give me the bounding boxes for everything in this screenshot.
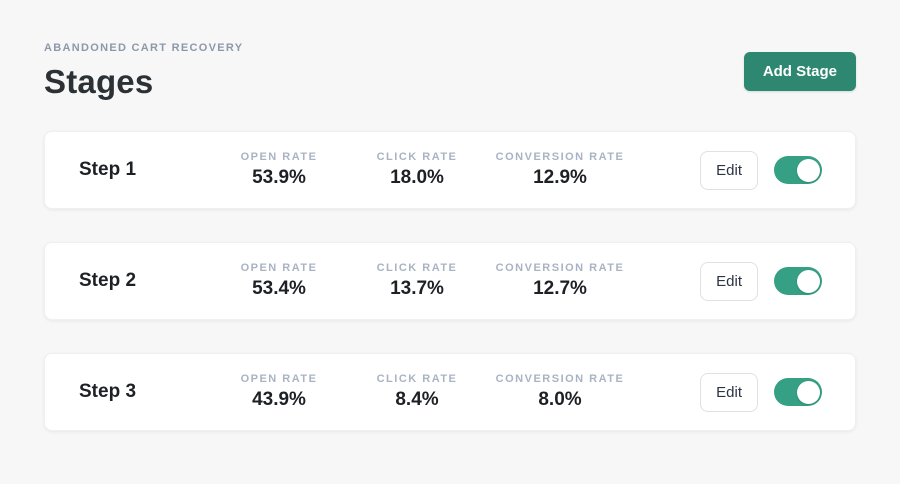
open-rate-label: OPEN RATE xyxy=(240,262,318,274)
open-rate-value: 53.4% xyxy=(252,278,306,299)
toggle-knob xyxy=(796,269,820,293)
click-rate-stat: CLICK RATE 18.0% xyxy=(349,151,485,189)
conversion-rate-label: CONVERSION RATE xyxy=(495,373,625,385)
stage-card-step-1: Step 1 OPEN RATE 53.9% CLICK RATE 18.0% … xyxy=(44,131,856,209)
stage-toggle[interactable] xyxy=(774,156,822,184)
conversion-rate-label: CONVERSION RATE xyxy=(495,151,625,163)
open-rate-label: OPEN RATE xyxy=(240,373,318,385)
conversion-rate-stat: CONVERSION RATE 12.7% xyxy=(485,262,635,300)
click-rate-value: 18.0% xyxy=(390,167,444,188)
stage-toggle[interactable] xyxy=(774,378,822,406)
click-rate-value: 13.7% xyxy=(390,278,444,299)
stage-name: Step 1 xyxy=(79,159,137,180)
edit-button[interactable]: Edit xyxy=(700,261,758,301)
edit-button[interactable]: Edit xyxy=(700,372,758,412)
click-rate-label: CLICK RATE xyxy=(376,373,458,385)
stage-name: Step 3 xyxy=(79,381,137,402)
page-header: ABANDONED CART RECOVERY Stages Add Stage xyxy=(0,0,900,101)
header-titles: ABANDONED CART RECOVERY Stages xyxy=(44,42,243,101)
conversion-rate-stat: CONVERSION RATE 8.0% xyxy=(485,373,635,411)
open-rate-value: 53.9% xyxy=(252,167,306,188)
open-rate-stat: OPEN RATE 53.9% xyxy=(209,151,349,189)
stage-card-step-3: Step 3 OPEN RATE 43.9% CLICK RATE 8.4% C… xyxy=(44,353,856,431)
click-rate-stat: CLICK RATE 13.7% xyxy=(349,262,485,300)
stage-card-step-2: Step 2 OPEN RATE 53.4% CLICK RATE 13.7% … xyxy=(44,242,856,320)
click-rate-label: CLICK RATE xyxy=(376,262,458,274)
edit-button[interactable]: Edit xyxy=(700,150,758,190)
page-title: Stages xyxy=(44,63,154,100)
open-rate-value: 43.9% xyxy=(252,389,306,410)
click-rate-label: CLICK RATE xyxy=(376,151,458,163)
click-rate-value: 8.4% xyxy=(395,389,439,410)
conversion-rate-value: 12.9% xyxy=(533,167,587,188)
stage-name: Step 2 xyxy=(79,270,137,291)
conversion-rate-value: 8.0% xyxy=(538,389,582,410)
open-rate-stat: OPEN RATE 43.9% xyxy=(209,373,349,411)
toggle-knob xyxy=(796,158,820,182)
conversion-rate-value: 12.7% xyxy=(533,278,587,299)
conversion-rate-label: CONVERSION RATE xyxy=(495,262,625,274)
breadcrumb-eyebrow: ABANDONED CART RECOVERY xyxy=(44,42,244,54)
add-stage-button[interactable]: Add Stage xyxy=(743,52,856,91)
toggle-knob xyxy=(796,380,820,404)
click-rate-stat: CLICK RATE 8.4% xyxy=(349,373,485,411)
stage-toggle[interactable] xyxy=(774,267,822,295)
open-rate-stat: OPEN RATE 53.4% xyxy=(209,262,349,300)
open-rate-label: OPEN RATE xyxy=(240,151,318,163)
conversion-rate-stat: CONVERSION RATE 12.9% xyxy=(485,151,635,189)
stage-list: Step 1 OPEN RATE 53.9% CLICK RATE 18.0% … xyxy=(44,131,856,431)
